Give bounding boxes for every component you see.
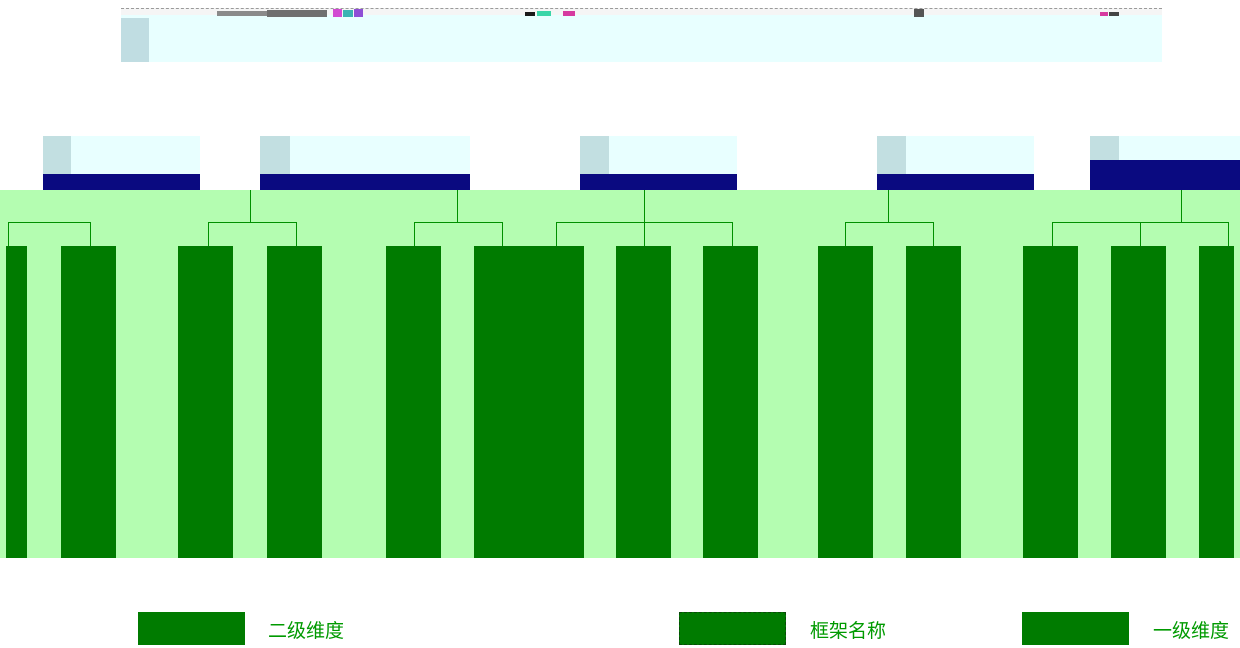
legend-swatch-first-level — [1022, 612, 1129, 645]
drop-line — [8, 222, 9, 246]
framework-banner-strip — [121, 8, 1162, 15]
second-level-column — [703, 246, 758, 558]
banner-artifact — [563, 11, 575, 16]
branch-line — [208, 222, 296, 223]
branch-line — [845, 222, 933, 223]
connector-line — [457, 190, 458, 222]
drop-line — [1140, 222, 1141, 246]
connector-line — [888, 190, 889, 222]
banner-artifact — [1100, 12, 1108, 16]
banner-artifact — [1109, 12, 1119, 16]
banner-artifact — [343, 10, 353, 17]
connector-line — [1181, 190, 1182, 222]
legend-label-framework-name: 框架名称 — [810, 620, 887, 642]
second-level-column — [267, 246, 322, 558]
first-level-header — [1090, 136, 1240, 190]
drop-line — [502, 222, 503, 246]
legend-label-first-level: 一级维度 — [1153, 620, 1230, 642]
banner-artifact — [537, 11, 551, 16]
banner-artifact — [354, 9, 363, 17]
first-level-header — [260, 136, 470, 190]
first-level-header-bar — [877, 174, 1034, 190]
second-level-column — [178, 246, 233, 558]
second-level-column — [529, 246, 584, 558]
banner-artifact — [914, 9, 924, 17]
framework-name-banner — [121, 8, 1162, 62]
branch-line — [414, 222, 502, 223]
connector-line — [644, 190, 645, 222]
banner-artifact — [333, 9, 342, 17]
drop-line — [933, 222, 934, 246]
legend-label-second-level: 二级维度 — [268, 620, 345, 642]
second-level-column — [61, 246, 116, 558]
first-level-header-tab — [580, 136, 609, 174]
drop-line — [1052, 222, 1053, 246]
banner-artifact — [267, 10, 327, 17]
first-level-header-tab — [43, 136, 71, 174]
first-level-header-bar — [260, 174, 470, 190]
first-level-header-tab — [260, 136, 290, 174]
first-level-header — [877, 136, 1034, 190]
drop-line — [845, 222, 846, 246]
drop-line — [732, 222, 733, 246]
second-level-column — [1023, 246, 1078, 558]
second-level-column — [906, 246, 961, 558]
second-level-column — [386, 246, 441, 558]
drop-line — [1228, 222, 1229, 246]
drop-line — [644, 222, 645, 246]
first-level-header — [580, 136, 737, 190]
banner-artifact — [217, 11, 271, 16]
first-level-header-tab — [877, 136, 906, 174]
drop-line — [414, 222, 415, 246]
first-level-header-tab — [1090, 136, 1119, 160]
branch-line — [8, 222, 90, 223]
second-level-column — [474, 246, 529, 558]
banner-artifact — [525, 12, 535, 16]
first-level-header-bar — [1090, 160, 1240, 190]
drop-line — [90, 222, 91, 246]
legend-swatch-framework-name — [679, 612, 786, 645]
first-level-header-bar — [43, 174, 200, 190]
second-level-column — [6, 246, 27, 558]
second-level-column — [1111, 246, 1166, 558]
framework-banner-tab — [121, 18, 149, 62]
second-level-column — [818, 246, 873, 558]
connector-line — [250, 190, 251, 222]
drop-line — [296, 222, 297, 246]
drop-line — [556, 222, 557, 246]
second-level-column — [616, 246, 671, 558]
first-level-header — [43, 136, 200, 190]
legend-swatch-second-level — [138, 612, 245, 645]
drop-line — [208, 222, 209, 246]
second-level-column — [1199, 246, 1234, 558]
first-level-header-bar — [580, 174, 737, 190]
